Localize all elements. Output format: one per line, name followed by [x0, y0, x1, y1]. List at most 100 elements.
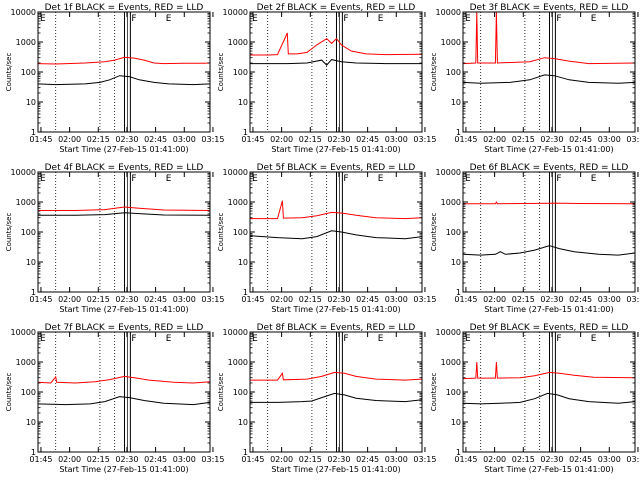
y-axis-label: Counts/sec [5, 53, 13, 92]
y-tick-label: 100 [446, 388, 461, 397]
chart-panel-5: Det 5f BLACK = Events, RED = LLD Counts/s… [217, 163, 436, 314]
event-marker-label: F [556, 334, 561, 344]
event-marker-label: E [40, 174, 46, 184]
x-tick-label: 02:30 [540, 455, 563, 464]
x-tick-label: 02:45 [144, 455, 167, 464]
x-tick-label: 02:30 [115, 295, 138, 304]
x-tick-label: 02:00 [270, 455, 293, 464]
x-tick-label: 02:30 [327, 135, 350, 144]
x-axis-label: Start Time (27-Feb-15 01:41:00) [59, 465, 188, 474]
series-events-line [249, 230, 423, 240]
series-lld-line [463, 201, 636, 205]
x-tick-label: 02:45 [569, 455, 592, 464]
chart-panel-7: Det 7f BLACK = Events, RED = LLD Counts/s… [5, 323, 224, 474]
event-marker-label: E [465, 174, 471, 184]
y-tick-label: 10 [26, 418, 36, 427]
x-tick-label: 02:45 [569, 135, 592, 144]
series-events-line [250, 392, 423, 403]
y-tick-label: 1000 [441, 358, 461, 367]
y-tick-label: 10 [26, 258, 36, 267]
event-marker-label: F [131, 334, 136, 344]
event-marker-label: F [556, 174, 561, 184]
event-marker-label: E [465, 14, 471, 24]
x-tick-label: 03:15 [413, 295, 436, 304]
x-tick-label: 02:15 [299, 455, 322, 464]
x-tick-label: 02:15 [512, 295, 535, 304]
x-tick-label: 02:30 [327, 295, 350, 304]
x-axis-label: Start Time (27-Feb-15 01:41:00) [484, 465, 613, 474]
y-tick-label: 1000 [16, 198, 36, 207]
event-marker-label: E [166, 334, 172, 344]
event-marker-label: E [378, 174, 384, 184]
x-tick-label: 03:00 [173, 135, 196, 144]
y-axis-label: Counts/sec [430, 373, 438, 412]
y-tick-label: 10000 [436, 168, 461, 177]
event-marker-label: F [343, 14, 348, 24]
x-tick-label: 02:00 [483, 455, 506, 464]
event-marker-label: E [465, 334, 471, 344]
series-events-line [462, 74, 636, 84]
chart-title: Det 5f BLACK = Events, RED = LLD [257, 163, 416, 173]
x-tick-label: 02:00 [483, 135, 506, 144]
x-tick-label: 01:45 [241, 455, 264, 464]
y-tick-label: 10000 [11, 168, 36, 177]
x-tick-label: 02:45 [356, 135, 379, 144]
x-axis-label: Start Time (27-Feb-15 01:41:00) [271, 465, 400, 474]
x-tick-label: 01:45 [454, 295, 477, 304]
y-tick-label: 100 [21, 388, 36, 397]
series-events-line [250, 59, 422, 66]
series-events-line [38, 212, 211, 216]
x-tick-label: 03:00 [173, 455, 196, 464]
x-tick-label: 03:00 [385, 295, 408, 304]
x-tick-label: 03:15 [201, 455, 224, 464]
x-tick-label: 01:45 [241, 295, 264, 304]
chart-title: Det 1f BLACK = Events, RED = LLD [45, 3, 204, 13]
y-axis-label: Counts/sec [430, 53, 438, 92]
x-tick-label: 02:45 [144, 135, 167, 144]
x-axis-label: Start Time (27-Feb-15 01:41:00) [59, 305, 188, 314]
chart-panel-6: Det 6f BLACK = Events, RED = LLD Counts/s… [430, 163, 640, 314]
x-tick-label: 03:15 [201, 135, 224, 144]
x-tick-label: 01:45 [454, 455, 477, 464]
y-tick-label: 1 [456, 128, 461, 137]
y-tick-label: 10 [238, 258, 248, 267]
chart-title: Det 3f BLACK = Events, RED = LLD [470, 3, 629, 13]
y-tick-label: 1 [31, 128, 36, 137]
chart-title: Det 2f BLACK = Events, RED = LLD [257, 3, 416, 13]
x-tick-label: 01:45 [29, 295, 52, 304]
event-marker-label: F [131, 14, 136, 24]
y-tick-label: 10000 [436, 8, 461, 17]
event-marker-label: E [378, 14, 384, 24]
event-marker-label: E [252, 14, 258, 24]
chart-panel-1: Det 1f BLACK = Events, RED = LLD Counts/s… [5, 3, 224, 154]
x-tick-label: 02:00 [58, 135, 81, 144]
y-tick-label: 1 [243, 448, 248, 457]
event-marker-label: F [556, 14, 561, 24]
event-marker-label: E [166, 14, 172, 24]
x-tick-label: 02:30 [327, 455, 350, 464]
x-tick-label: 03:00 [173, 295, 196, 304]
x-tick-label: 02:45 [569, 295, 592, 304]
event-marker-label: E [591, 174, 597, 184]
x-tick-label: 01:45 [29, 135, 52, 144]
x-tick-label: 02:15 [87, 135, 110, 144]
x-tick-label: 03:15 [626, 455, 640, 464]
chart-title: Det 4f BLACK = Events, RED = LLD [45, 163, 204, 173]
x-tick-label: 02:15 [87, 455, 110, 464]
y-tick-label: 1 [243, 128, 248, 137]
y-axis-label: Counts/sec [217, 53, 225, 92]
chart-title: Det 9f BLACK = Events, RED = LLD [470, 323, 629, 333]
y-tick-label: 1000 [228, 198, 248, 207]
y-tick-label: 100 [446, 228, 461, 237]
event-marker-label: F [343, 334, 348, 344]
y-tick-label: 10000 [11, 328, 36, 337]
chart-panel-8: Det 8f BLACK = Events, RED = LLD Counts/s… [217, 323, 436, 474]
x-tick-label: 02:15 [299, 295, 322, 304]
x-tick-label: 02:30 [540, 295, 563, 304]
series-lld-line [250, 371, 423, 381]
x-axis-label: Start Time (27-Feb-15 01:41:00) [484, 145, 613, 154]
y-tick-label: 1 [456, 448, 461, 457]
series-lld-line [37, 56, 211, 65]
x-tick-label: 02:00 [58, 455, 81, 464]
